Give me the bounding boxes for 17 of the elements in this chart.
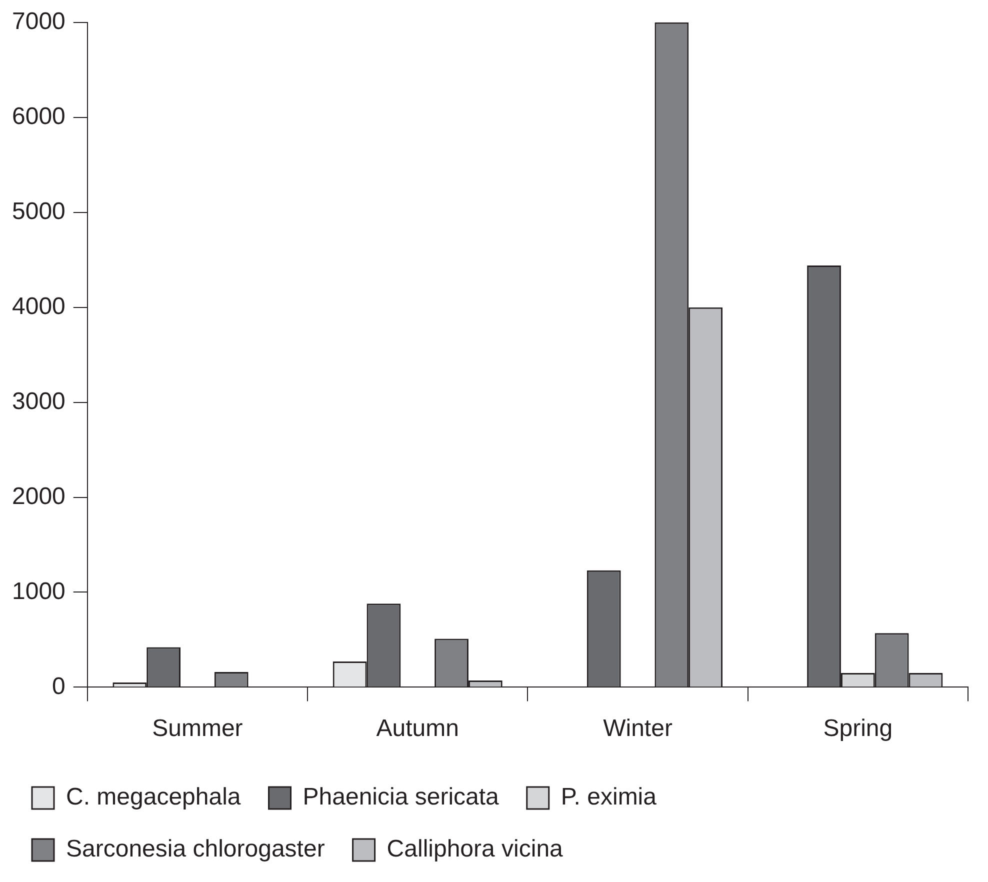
y-tick-label: 0	[52, 672, 66, 700]
legend-label: C. megacephala	[66, 784, 242, 811]
x-tick-label: Spring	[823, 715, 893, 742]
legend-label: Phaenicia sericata	[302, 784, 500, 811]
x-tick-label: Summer	[152, 715, 243, 742]
x-tick-label: Autumn	[376, 715, 459, 742]
y-tick-label: 3000	[12, 388, 66, 415]
y-tick-label: 5000	[12, 198, 66, 225]
legend-label: Calliphora vicina	[386, 836, 564, 863]
legend-label: P. eximia	[560, 784, 658, 811]
x-tick-label: Winter	[603, 715, 672, 742]
y-tick-label: 6000	[12, 102, 66, 130]
legend-label: Sarconesia chlorogaster	[66, 836, 325, 863]
y-tick-label: 2000	[12, 482, 66, 510]
y-tick-label: 4000	[12, 292, 66, 320]
y-tick-label: 1000	[12, 578, 66, 605]
y-tick-label: 7000	[12, 8, 66, 36]
